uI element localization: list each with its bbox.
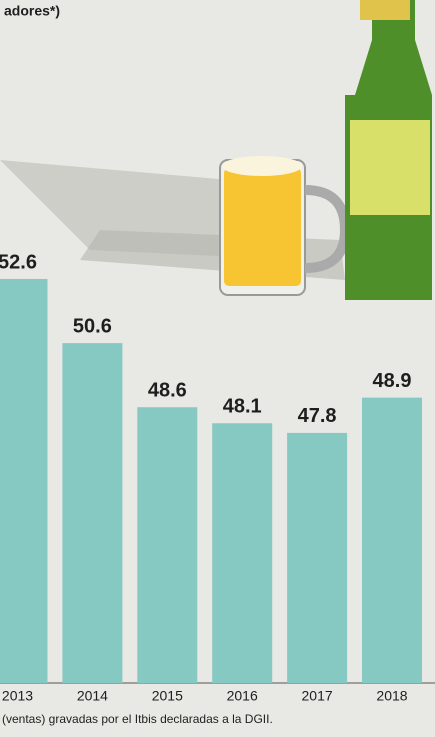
x-tick-label: 2015 xyxy=(152,688,183,704)
data-label: 47.8 xyxy=(298,405,337,427)
bar xyxy=(137,407,197,683)
chart: adores*) (ventas) gravadas por el Itbis … xyxy=(0,0,435,737)
bar xyxy=(0,279,48,683)
footnote: (ventas) gravadas por el Itbis declarada… xyxy=(2,712,273,726)
bar xyxy=(362,398,422,683)
page: adores*) (ventas) gravadas por el Itbis … xyxy=(0,0,435,737)
data-label: 48.6 xyxy=(148,380,187,402)
bar xyxy=(62,343,122,683)
x-tick-label: 2017 xyxy=(302,688,333,704)
x-tick-label: 2013 xyxy=(2,688,33,704)
bar xyxy=(287,433,347,683)
data-label: 48.1 xyxy=(223,396,262,418)
bar xyxy=(212,423,272,683)
x-tick-label: 2016 xyxy=(227,688,258,704)
chart-title: adores*) xyxy=(4,3,60,19)
data-label: 50.6 xyxy=(73,315,112,337)
x-tick-label: 2014 xyxy=(77,688,108,704)
x-tick-label: 2018 xyxy=(376,688,407,704)
data-label: 52.6 xyxy=(0,251,37,273)
data-label: 48.9 xyxy=(373,370,412,392)
